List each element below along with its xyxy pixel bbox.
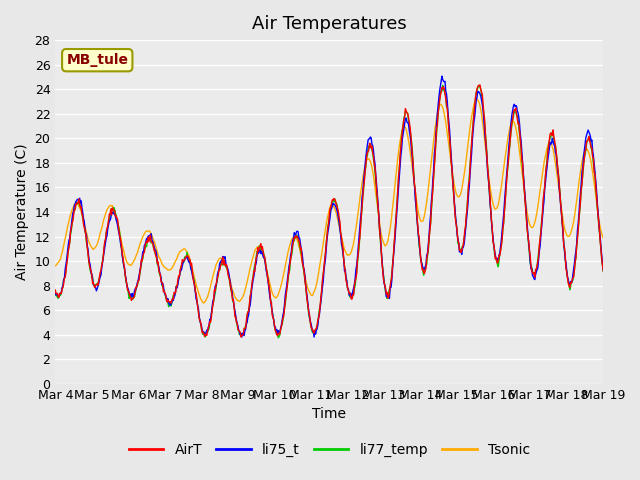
li75_t — [375, 213, 383, 219]
li77_temp — [429, 184, 436, 190]
li77_temp — [172, 288, 179, 294]
AirT — [195, 315, 203, 321]
AirT — [429, 187, 436, 193]
li75_t — [195, 313, 203, 319]
Tsonic — [429, 145, 436, 151]
Title: Air Temperatures: Air Temperatures — [252, 15, 406, 33]
AirT — [322, 250, 330, 256]
li77_temp — [475, 83, 483, 88]
li75_t — [600, 267, 607, 273]
AirT — [172, 290, 179, 296]
AirT — [476, 82, 484, 88]
li77_temp — [375, 214, 383, 220]
Text: MB_tule: MB_tule — [67, 53, 128, 67]
Tsonic — [600, 235, 607, 241]
Line: li75_t: li75_t — [55, 76, 604, 337]
Tsonic — [322, 225, 330, 231]
li77_temp — [51, 288, 59, 294]
AirT — [551, 138, 559, 144]
AirT — [600, 268, 607, 274]
AirT — [237, 334, 245, 340]
Tsonic — [195, 292, 203, 298]
li75_t — [172, 288, 179, 294]
li75_t — [238, 334, 246, 340]
li75_t — [438, 73, 446, 79]
li77_temp — [551, 141, 559, 146]
Tsonic — [375, 214, 383, 220]
AirT — [375, 212, 383, 218]
li77_temp — [275, 335, 282, 341]
AirT — [51, 287, 59, 293]
Tsonic — [472, 96, 480, 101]
li75_t — [51, 290, 59, 296]
Tsonic — [551, 155, 559, 161]
Tsonic — [51, 263, 59, 269]
li77_temp — [322, 250, 330, 256]
Line: Tsonic: Tsonic — [55, 98, 604, 303]
Line: li77_temp: li77_temp — [55, 85, 604, 338]
Tsonic — [200, 300, 207, 306]
li75_t — [551, 143, 559, 148]
Line: AirT: AirT — [55, 85, 604, 337]
Legend: AirT, li75_t, li77_temp, Tsonic: AirT, li75_t, li77_temp, Tsonic — [123, 438, 536, 463]
li75_t — [429, 178, 436, 183]
li77_temp — [195, 314, 203, 320]
Tsonic — [172, 258, 179, 264]
Y-axis label: Air Temperature (C): Air Temperature (C) — [15, 144, 29, 280]
li77_temp — [600, 269, 607, 275]
X-axis label: Time: Time — [312, 408, 346, 421]
li75_t — [322, 255, 330, 261]
